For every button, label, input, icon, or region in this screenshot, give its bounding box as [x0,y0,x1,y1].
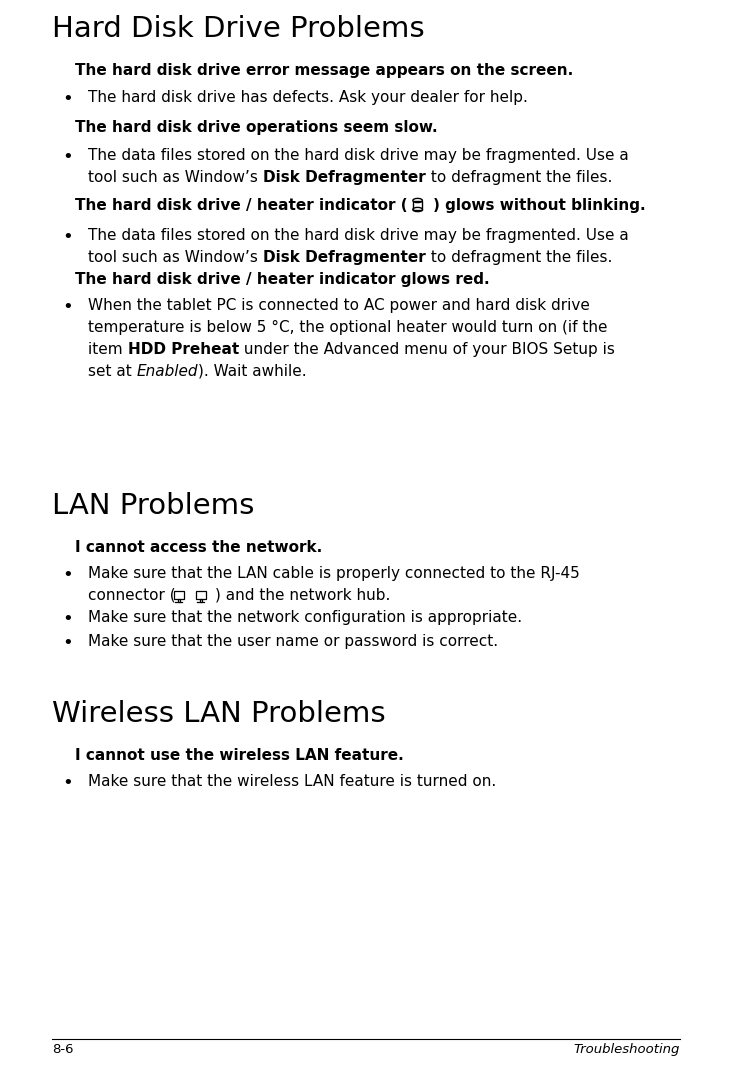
Text: set at: set at [88,364,137,379]
Text: Enabled: Enabled [137,364,198,379]
Text: Disk Defragmenter: Disk Defragmenter [263,170,425,185]
Bar [177,599,180,601]
Text: •: • [62,148,72,166]
Text: item: item [88,341,127,357]
Bar [413,201,422,209]
Text: •: • [62,566,72,584]
Text: •: • [62,89,72,108]
Text: Wireless LAN Problems: Wireless LAN Problems [52,700,386,728]
Bar [173,591,184,599]
Text: The hard disk drive has defects. Ask your dealer for help.: The hard disk drive has defects. Ask you… [88,89,528,105]
Text: The hard disk drive error message appears on the screen.: The hard disk drive error message appear… [75,63,573,77]
Text: temperature is below 5 °C, the optional heater would turn on (if the: temperature is below 5 °C, the optional … [88,320,608,335]
Text: The data files stored on the hard disk drive may be fragmented. Use a: The data files stored on the hard disk d… [88,148,629,163]
Text: Make sure that the user name or password is correct.: Make sure that the user name or password… [88,634,498,649]
Text: Disk Defragmenter: Disk Defragmenter [263,250,425,265]
Text: tool such as Window’s: tool such as Window’s [88,250,263,265]
Text: under the Advanced menu of your BIOS Setup is: under the Advanced menu of your BIOS Set… [239,341,615,357]
Text: Hard Disk Drive Problems: Hard Disk Drive Problems [52,15,425,43]
Text: I cannot use the wireless LAN feature.: I cannot use the wireless LAN feature. [75,748,404,763]
Text: When the tablet PC is connected to AC power and hard disk drive: When the tablet PC is connected to AC po… [88,298,590,313]
Text: connector (: connector ( [88,588,176,603]
Text: to defragment the files.: to defragment the files. [425,170,612,185]
Text: tool such as Window’s: tool such as Window’s [88,170,263,185]
Text: HDD Preheat: HDD Preheat [127,341,239,357]
Bar [200,599,202,601]
Text: to defragment the files.: to defragment the files. [425,250,612,265]
Text: •: • [62,774,72,792]
Text: The hard disk drive / heater indicator glows red.: The hard disk drive / heater indicator g… [75,272,490,287]
Text: Make sure that the LAN cable is properly connected to the RJ-45: Make sure that the LAN cable is properly… [88,566,580,582]
Text: I cannot access the network.: I cannot access the network. [75,540,322,555]
Text: •: • [62,298,72,316]
Text: •: • [62,228,72,245]
Bar [195,591,206,599]
Text: The hard disk drive operations seem slow.: The hard disk drive operations seem slow… [75,120,438,135]
Text: ) glows without blinking.: ) glows without blinking. [433,197,645,213]
Text: Troubleshooting: Troubleshooting [574,1043,680,1056]
Text: The data files stored on the hard disk drive may be fragmented. Use a: The data files stored on the hard disk d… [88,228,629,243]
Text: The hard disk drive / heater indicator (: The hard disk drive / heater indicator ( [75,197,408,213]
Text: Make sure that the wireless LAN feature is turned on.: Make sure that the wireless LAN feature … [88,774,496,789]
Text: •: • [62,634,72,652]
Text: 8-6: 8-6 [52,1043,73,1056]
Text: Make sure that the network configuration is appropriate.: Make sure that the network configuration… [88,610,522,625]
Text: ) and the network hub.: ) and the network hub. [214,588,390,603]
Text: •: • [62,610,72,628]
Text: LAN Problems: LAN Problems [52,492,255,520]
Text: ). Wait awhile.: ). Wait awhile. [198,364,307,379]
